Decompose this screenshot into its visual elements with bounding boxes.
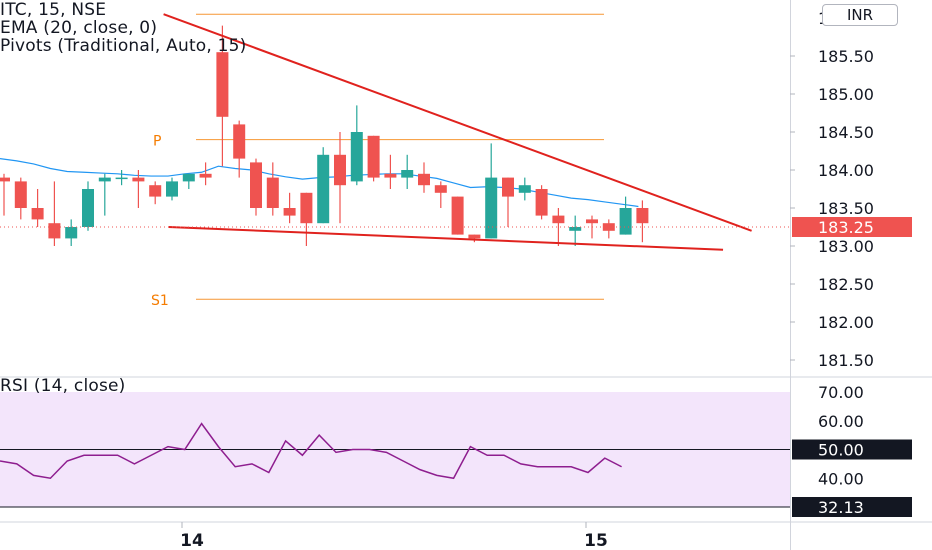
candle-body <box>535 189 548 216</box>
price-tick-label: 184.00 <box>818 161 874 180</box>
candle-body <box>485 177 498 239</box>
price-tick-label: 184.50 <box>818 123 874 142</box>
pivot-label-s1: S1 <box>151 293 169 309</box>
candle-body <box>619 208 632 235</box>
candle-body <box>132 177 145 182</box>
rsi-current-badge <box>792 497 912 517</box>
candle-body <box>65 227 78 239</box>
trendline-upper <box>163 13 752 232</box>
ema-legend[interactable]: EMA (20, close, 0) <box>0 18 158 38</box>
price-tick-label: 182.00 <box>818 313 874 332</box>
price-tick-label: 183.50 <box>818 199 874 218</box>
candle-body <box>216 52 229 117</box>
candle-body <box>48 223 61 239</box>
currency-button[interactable]: INR <box>822 4 898 26</box>
price-badge-label: 183.25 <box>818 218 874 237</box>
candle-body <box>569 227 582 231</box>
candle-body <box>317 154 330 224</box>
pivots-legend[interactable]: Pivots (Traditional, Auto, 15) <box>0 36 247 56</box>
price-tick-label: 181.50 <box>818 351 874 370</box>
rsi-midline-badge <box>792 439 912 460</box>
candle-body <box>182 173 195 182</box>
candle-body <box>82 189 94 227</box>
candle-body <box>418 173 430 186</box>
price-tick-label: 182.50 <box>818 275 874 294</box>
time-tick-label: 14 <box>180 531 204 550</box>
rsi-tick-label: 40.00 <box>818 469 864 488</box>
candle-body <box>14 181 27 208</box>
candle-body <box>300 192 313 224</box>
candle-body <box>31 208 44 220</box>
candle-body <box>350 132 363 182</box>
rsi-tick-label: 60.00 <box>818 412 864 431</box>
candle-body <box>451 196 464 235</box>
candle-body <box>434 185 447 193</box>
time-tick-label: 15 <box>584 531 608 550</box>
candle-body <box>0 177 10 182</box>
candle-body <box>250 162 262 208</box>
rsi-midline-badge-label: 50.00 <box>818 441 864 460</box>
candle-body <box>266 177 279 208</box>
candle-body <box>384 173 397 178</box>
candle-body <box>367 135 380 178</box>
rsi-legend[interactable]: RSI (14, close) <box>0 376 126 396</box>
pivot-label-p: P <box>153 134 161 150</box>
candle-body <box>98 177 111 182</box>
price-badge <box>792 217 912 237</box>
candle-body <box>552 215 565 224</box>
price-tick-label: 185.00 <box>818 85 874 104</box>
candle-body <box>401 170 414 178</box>
candle-body <box>468 234 481 239</box>
symbol-legend[interactable]: ITC, 15, NSE <box>0 0 107 20</box>
trendline-lower <box>168 226 724 251</box>
price-tick-label: 183.00 <box>818 237 874 256</box>
price-tick-label: 185.50 <box>818 47 874 66</box>
candle-body <box>149 185 162 197</box>
candle-body <box>115 177 128 180</box>
candle-body <box>586 219 598 224</box>
candle-body <box>166 181 178 197</box>
candle-body <box>334 154 346 186</box>
candle-body <box>233 124 246 159</box>
candle-body <box>502 177 514 197</box>
rsi-line <box>0 422 622 480</box>
rsi-current-badge-label: 32.13 <box>818 498 864 517</box>
rsi-tick-label: 70.00 <box>818 383 864 402</box>
candle-body <box>518 185 531 193</box>
candle-body <box>283 208 296 216</box>
candle-body <box>636 208 649 224</box>
candle-body <box>199 173 212 178</box>
